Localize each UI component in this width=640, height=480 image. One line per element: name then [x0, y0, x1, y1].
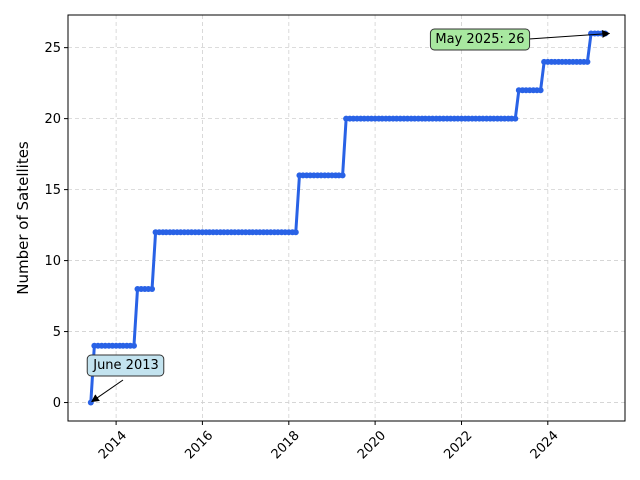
plot-area: [67, 14, 626, 422]
annotation-box: May 2025: 26: [429, 28, 531, 51]
x-tick-label: 2014: [96, 428, 130, 462]
data-series: [87, 30, 609, 406]
annotation-background: [86, 354, 165, 377]
data-point: [537, 87, 544, 94]
y-axis-label: Number of Satellites: [14, 141, 32, 295]
grid: [68, 15, 625, 421]
axis-ticks: 0 5 10 15 20 25 2014 2016 2018 2020 2022 2024: [44, 41, 561, 462]
data-point: [512, 115, 519, 122]
y-tick-label: 20: [44, 112, 61, 127]
annotations: June 2013 May 2025: 26: [86, 28, 611, 403]
x-tick-label: 2016: [182, 428, 216, 462]
data-point: [130, 342, 137, 349]
y-tick-label: 5: [53, 325, 61, 340]
y-tick-label: 0: [53, 396, 61, 411]
data-point: [584, 58, 591, 65]
annotation-arrow: [528, 29, 611, 40]
y-tick-label: 10: [44, 254, 61, 269]
y-tick-label: 15: [44, 183, 61, 198]
x-tick-label: 2024: [528, 428, 562, 462]
annotation-label: June 2013: [92, 358, 159, 373]
y-tick-label: 25: [44, 41, 61, 56]
annotation-box: June 2013: [86, 354, 165, 377]
data-point: [149, 285, 156, 292]
annotation-background: [429, 28, 531, 51]
data-point: [292, 229, 299, 236]
annotation-arrow: [90, 379, 124, 403]
x-tick-label: 2020: [355, 428, 389, 462]
data-point: [339, 172, 346, 179]
x-tick-label: 2018: [269, 428, 303, 462]
annotation-label: May 2025: 26: [435, 32, 524, 47]
x-tick-label: 2022: [441, 428, 475, 462]
